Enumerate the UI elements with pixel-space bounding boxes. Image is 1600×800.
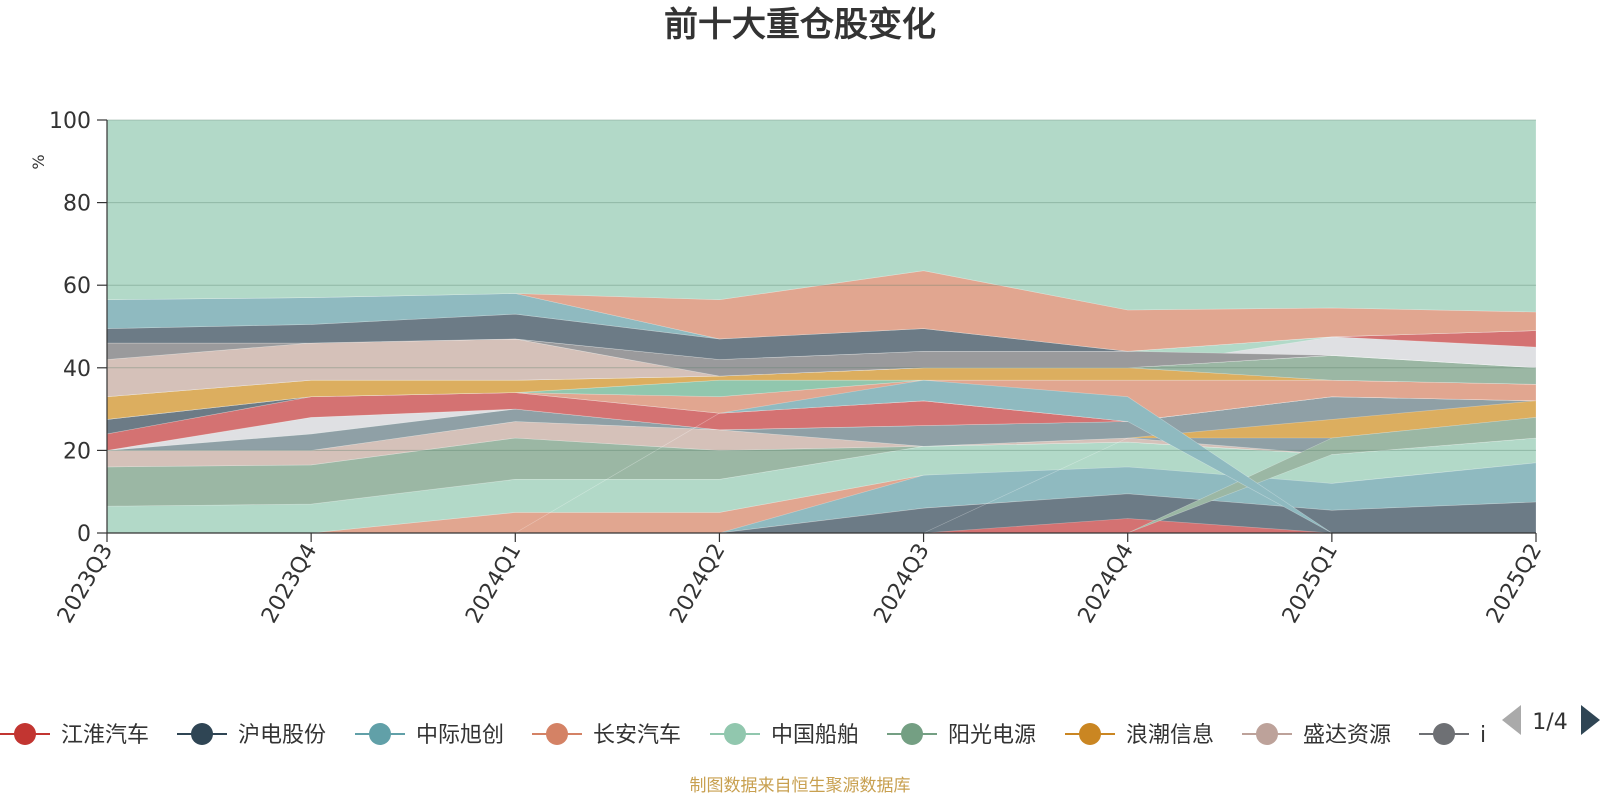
- y-tick-label: 0: [77, 522, 91, 547]
- x-tick-label: 2025Q1: [1278, 540, 1343, 628]
- y-tick-label: 60: [63, 274, 91, 299]
- legend-item[interactable]: 江淮汽车: [0, 723, 149, 748]
- x-tick-label: 2024Q1: [461, 540, 526, 628]
- legend-marker-icon: [1256, 723, 1278, 745]
- legend-marker-icon: [546, 723, 568, 745]
- area-bands: [106, 119, 1537, 534]
- legend-label: 中国船舶: [771, 723, 859, 748]
- y-tick-label: 100: [49, 109, 91, 134]
- legend-marker-icon: [1433, 723, 1455, 745]
- legend-label: 浪潮信息: [1126, 723, 1214, 748]
- legend[interactable]: 江淮汽车 沪电股份 中际旭创 长安汽车 中国船舶 阳光电源 浪潮信息 盛达资源 i: [0, 723, 1486, 748]
- legend-label: i: [1480, 723, 1486, 748]
- legend-label: 沪电股份: [238, 723, 326, 748]
- legend-item[interactable]: 盛达资源: [1242, 723, 1391, 748]
- area-band-17: [106, 293, 1537, 352]
- legend-page-indicator: 1/4: [1532, 710, 1567, 735]
- area-band-19: [106, 119, 1537, 313]
- legend-item[interactable]: 浪潮信息: [1065, 723, 1214, 748]
- legend-label: 江淮汽车: [61, 723, 149, 748]
- legend-marker-icon: [901, 723, 923, 745]
- x-tick-label: 2024Q2: [665, 540, 730, 628]
- legend-label: 阳光电源: [948, 723, 1036, 748]
- x-tick-label: 2023Q4: [257, 540, 322, 628]
- y-tick-label: 20: [63, 439, 91, 464]
- grid-lines: [107, 119, 1536, 451]
- x-tick-label: 2024Q3: [869, 540, 934, 628]
- legend-pager: 1/4: [1502, 705, 1600, 735]
- y-tick-label: 40: [63, 357, 91, 382]
- legend-item[interactable]: 中际旭创: [355, 723, 504, 748]
- chart-title: 前十大重仓股变化: [664, 5, 936, 45]
- x-tick-label: 2025Q2: [1482, 540, 1547, 628]
- source-note: 制图数据来自恒生聚源数据库: [690, 776, 911, 796]
- legend-item[interactable]: 中国船舶: [710, 723, 859, 748]
- legend-item[interactable]: i: [1419, 723, 1486, 748]
- legend-marker-icon: [14, 723, 36, 745]
- x-tick-label: 2023Q3: [53, 540, 118, 628]
- legend-marker-icon: [191, 723, 213, 745]
- legend-marker-icon: [369, 723, 391, 745]
- legend-item[interactable]: 沪电股份: [177, 723, 326, 748]
- y-axis-label: %: [29, 154, 48, 169]
- area-overlay-5: [107, 379, 1536, 534]
- area-band-15: [107, 330, 1537, 360]
- legend-marker-icon: [724, 723, 746, 745]
- area-band-14: [106, 338, 1537, 377]
- area-band-13: [106, 338, 1537, 398]
- legend-marker-icon: [1079, 723, 1101, 745]
- legend-next-arrow-icon[interactable]: [1581, 705, 1600, 735]
- legend-label: 盛达资源: [1303, 723, 1391, 748]
- legend-label: 长安汽车: [593, 723, 681, 748]
- y-tick-label: 80: [63, 192, 91, 217]
- x-tick-label: 2024Q4: [1074, 540, 1139, 628]
- legend-label: 中际旭创: [416, 723, 504, 748]
- legend-item[interactable]: 阳光电源: [887, 723, 1036, 748]
- legend-prev-arrow-icon[interactable]: [1502, 705, 1521, 735]
- legend-item[interactable]: 长安汽车: [532, 723, 681, 748]
- area-band-16: [106, 313, 1537, 360]
- area-band-18: [106, 270, 1537, 352]
